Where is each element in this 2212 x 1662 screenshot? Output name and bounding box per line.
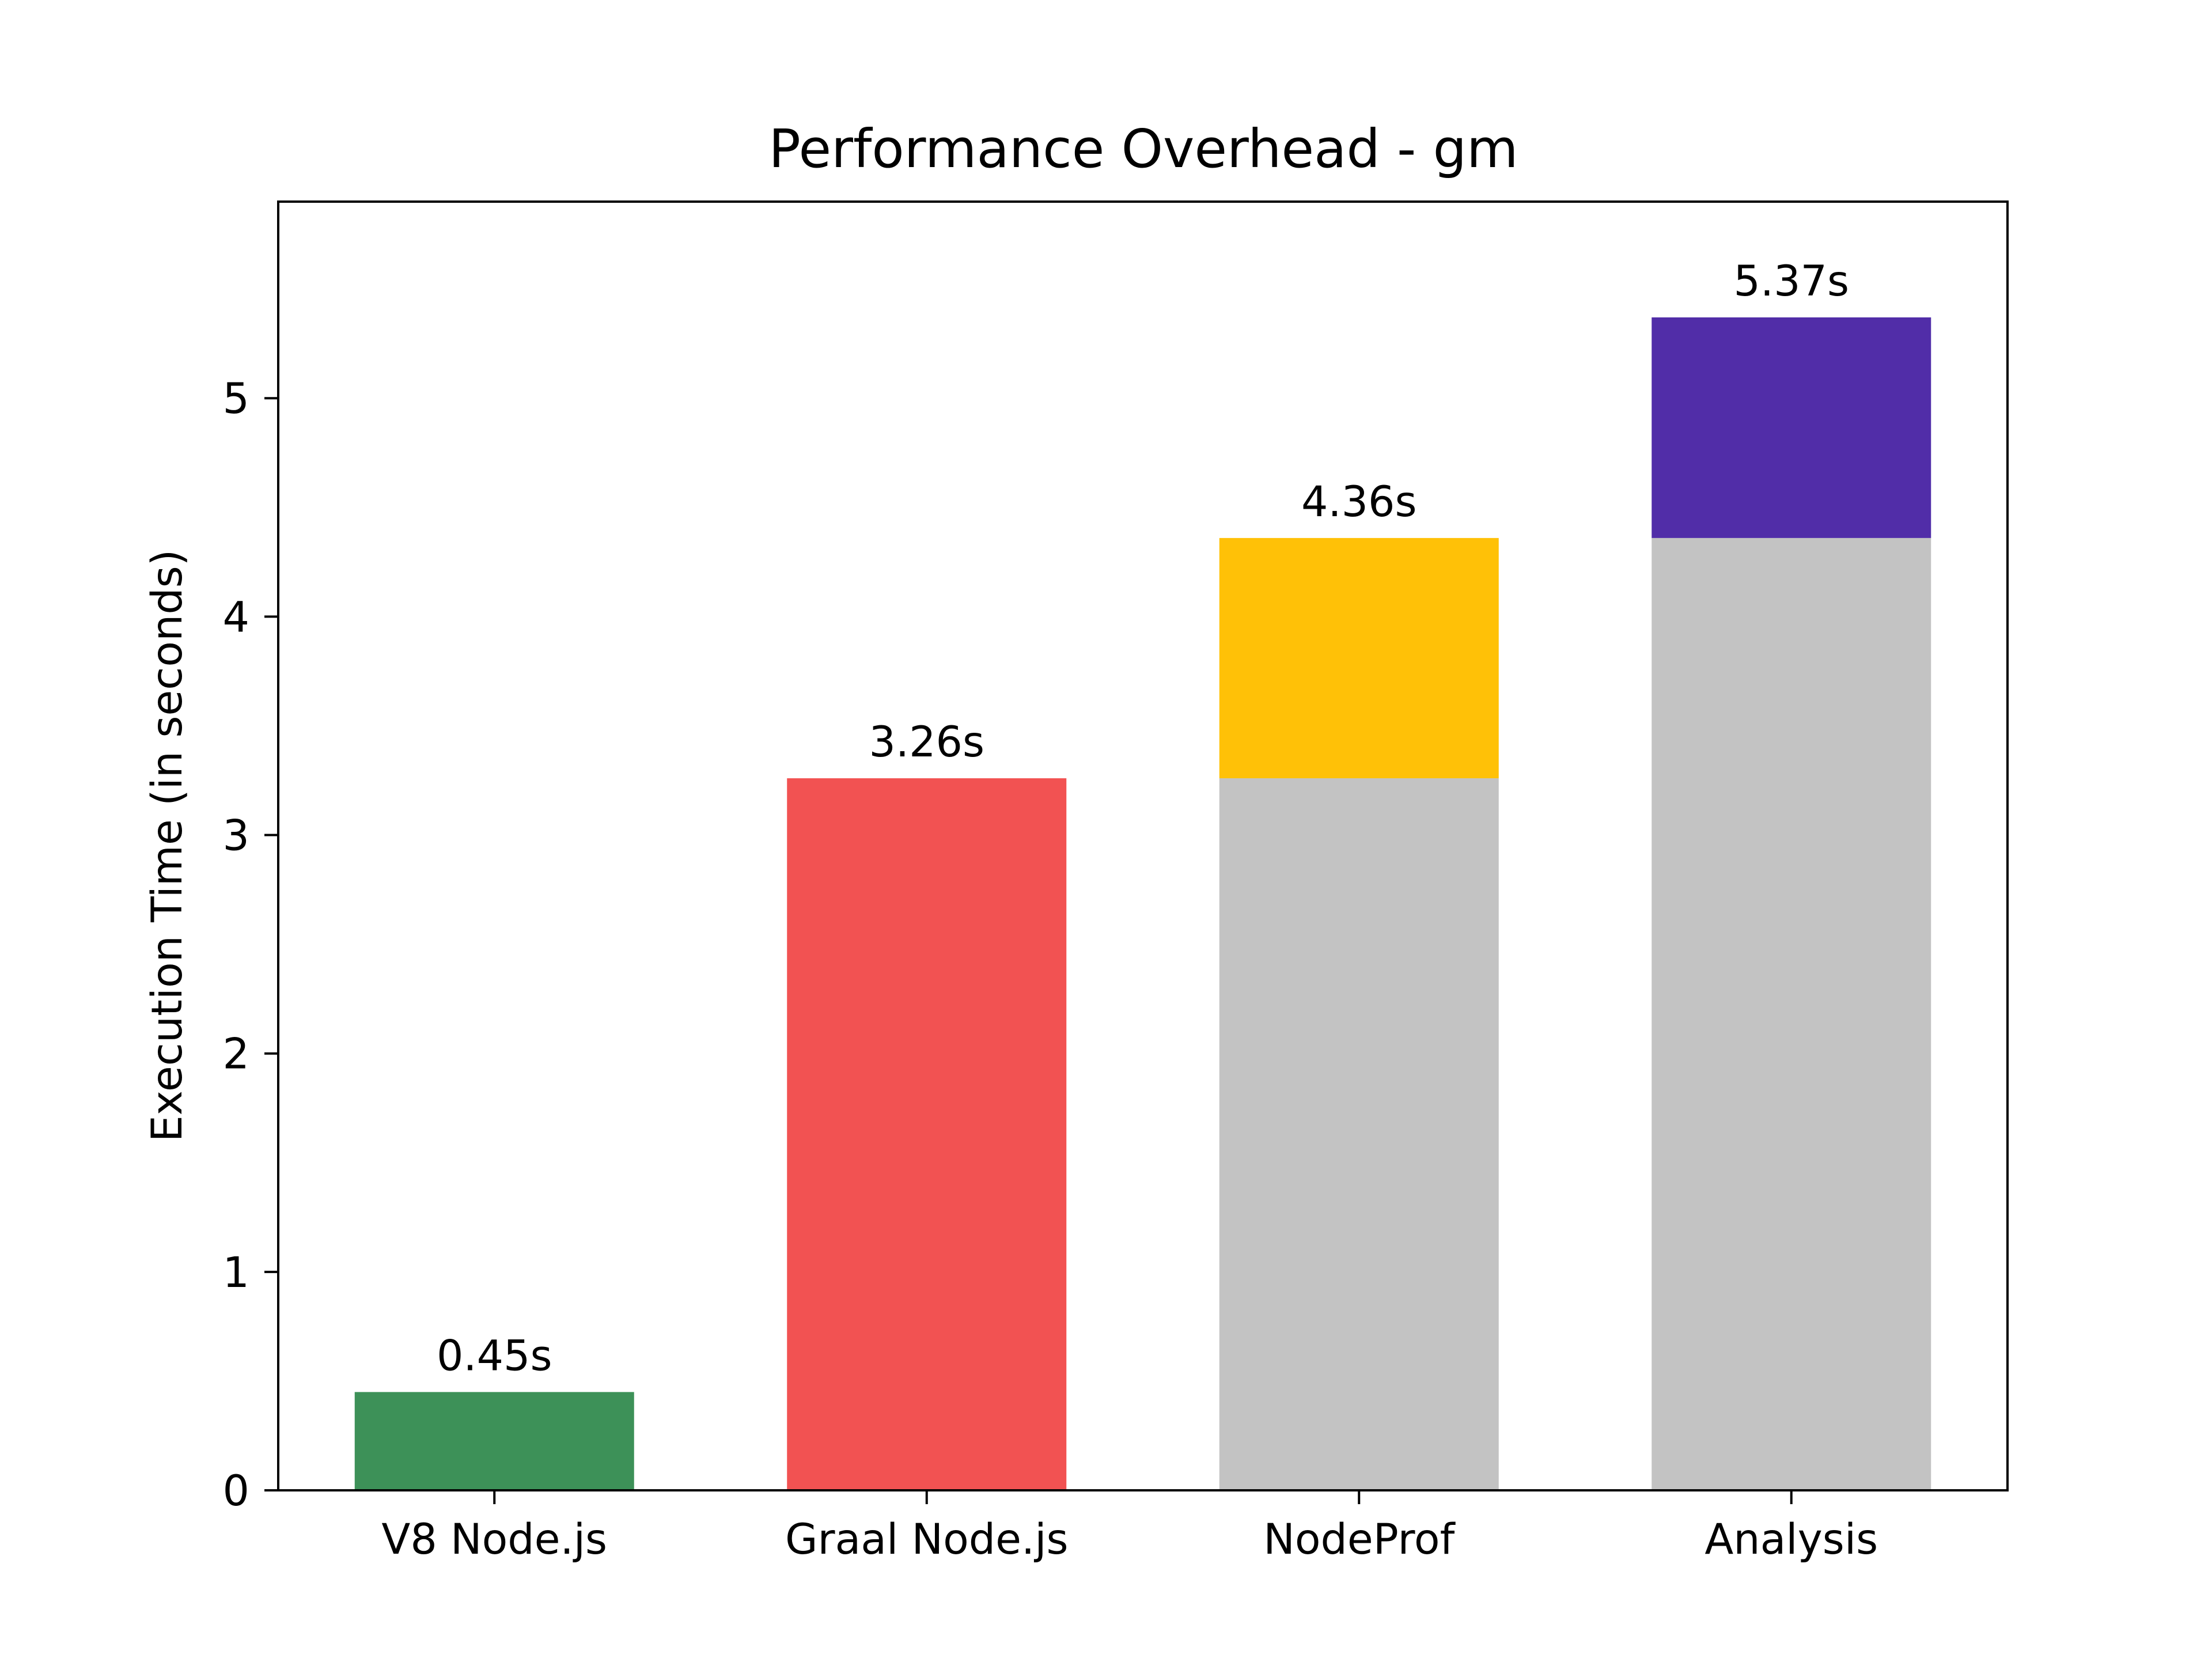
y-tick-label: 0 <box>223 1467 249 1516</box>
y-tick-label: 3 <box>223 812 249 861</box>
x-tick-label: V8 Node.js <box>381 1515 607 1564</box>
axes-layer: 0 1 2 3 4 5 V8 Node.js Graal Node.js NodeProf Ana… <box>223 200 2009 1564</box>
bar-1-segment-1 <box>354 1392 634 1490</box>
bar-3-segment-1 <box>1219 778 1499 1490</box>
bar-4-segment-2 <box>1652 317 1931 538</box>
bar-value-label: 5.37s <box>1733 257 1849 306</box>
bar-2-segment-1 <box>787 778 1067 1490</box>
y-tick-label: 5 <box>223 374 249 423</box>
x-tick-label: NodeProf <box>1263 1515 1456 1564</box>
bars-layer: 0.45s 3.26s 4.36s 5.37s <box>354 257 1931 1490</box>
bar-4-segment-1 <box>1652 537 1931 1490</box>
y-tick-label: 1 <box>223 1248 249 1297</box>
y-tick-label: 4 <box>223 593 249 642</box>
bar-value-label: 3.26s <box>869 718 984 767</box>
y-tick-label: 2 <box>223 1030 249 1079</box>
bar-value-label: 0.45s <box>437 1331 552 1380</box>
chart-title: Performance Overhead - gm <box>768 118 1518 180</box>
x-tick-label: Graal Node.js <box>785 1515 1069 1564</box>
bar-value-label: 4.36s <box>1301 478 1417 527</box>
x-tick-label: Analysis <box>1705 1515 1878 1564</box>
y-axis-label: Execution Time (in seconds) <box>143 550 192 1142</box>
plot-frame <box>277 200 2009 1491</box>
bar-3-segment-2 <box>1219 537 1499 778</box>
